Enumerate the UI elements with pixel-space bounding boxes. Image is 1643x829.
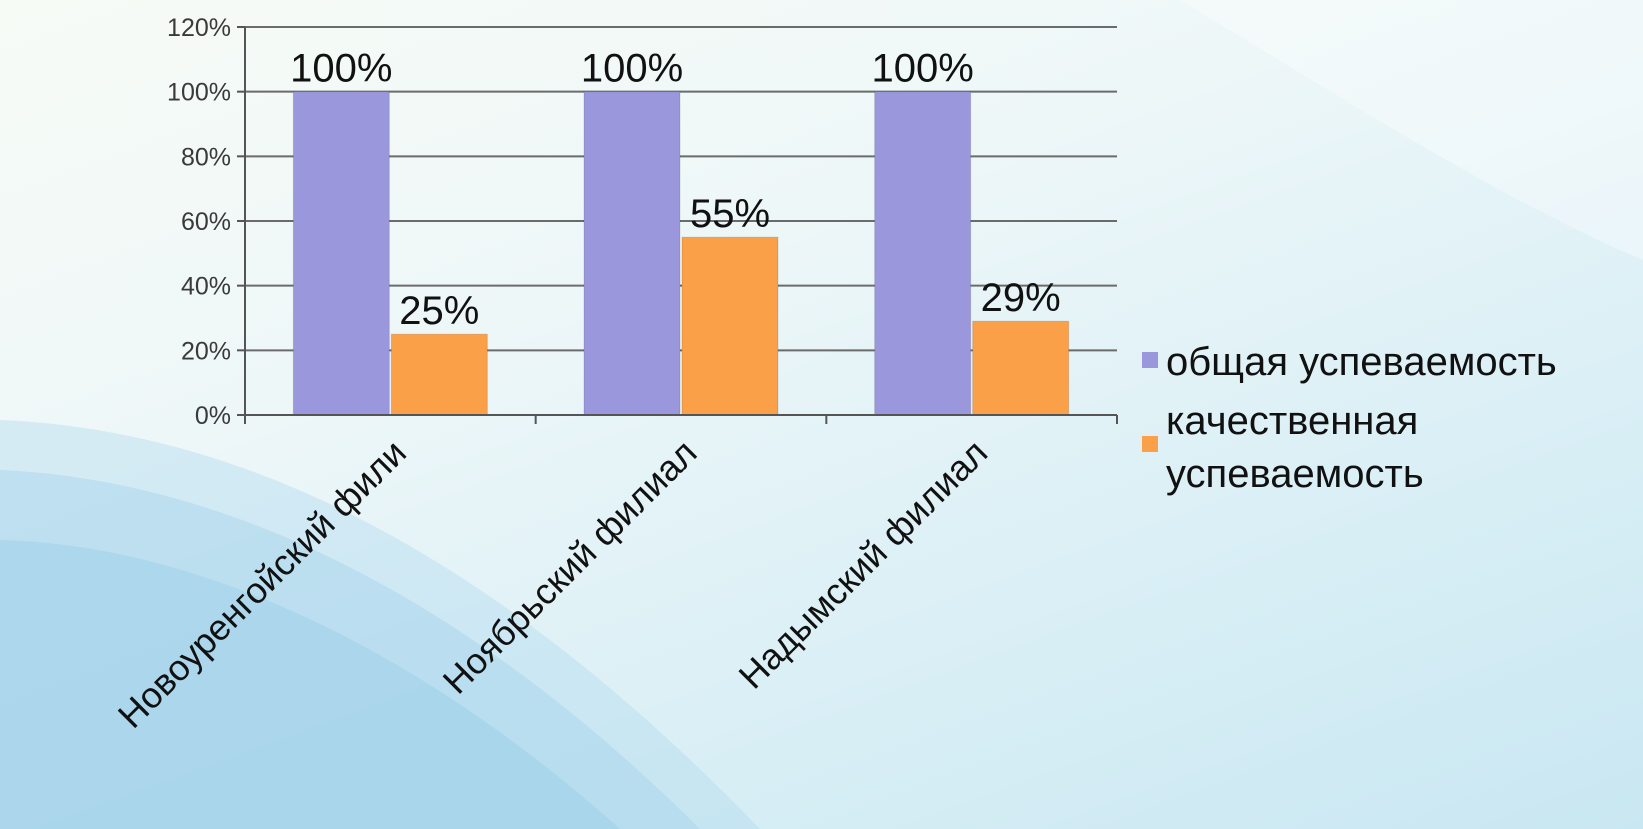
data-label: 25% xyxy=(399,289,479,333)
y-tick-label: 120% xyxy=(167,14,231,42)
legend: общая успеваемость качественная успеваемос… xyxy=(1142,340,1557,496)
legend-swatch-quality xyxy=(1142,436,1158,452)
bar-general-3 xyxy=(874,91,972,416)
y-tick-label: 80% xyxy=(181,143,231,171)
data-label: 29% xyxy=(981,276,1061,320)
category-label: Ноябрьский филиал xyxy=(435,432,705,702)
data-labels: 100% 25% 100% 55% 100% 29% xyxy=(290,47,1061,333)
y-tick-label: 60% xyxy=(181,208,231,236)
legend-label: успеваемость xyxy=(1166,452,1424,496)
category-label: Надымский филиал xyxy=(731,432,996,697)
data-label: 100% xyxy=(872,47,974,91)
legend-label: общая успеваемость xyxy=(1166,340,1557,384)
data-label: 100% xyxy=(290,47,392,91)
gridlines xyxy=(245,26,1117,352)
category-labels: Новоуренгойский фили Ноябрьский филиал Над… xyxy=(110,432,996,736)
bar-quality-3 xyxy=(972,320,1070,416)
y-tick-label: 20% xyxy=(181,337,231,365)
y-tick-labels: 0% 20% 40% 60% 80% 100% 120% xyxy=(167,14,231,430)
bar-quality-1 xyxy=(390,333,488,416)
bar-quality-2 xyxy=(681,236,779,416)
y-tick-label: 40% xyxy=(181,273,231,301)
data-label: 100% xyxy=(581,47,683,91)
legend-swatch-general xyxy=(1142,352,1158,368)
category-label: Новоуренгойский фили xyxy=(110,432,414,736)
axes xyxy=(237,26,1118,424)
data-label: 55% xyxy=(690,192,770,236)
bar-general-2 xyxy=(583,91,681,416)
bar-general-1 xyxy=(292,91,390,416)
bars xyxy=(292,91,1070,416)
y-tick-label: 100% xyxy=(167,79,231,107)
legend-label: качественная xyxy=(1166,399,1418,443)
y-tick-label: 0% xyxy=(195,402,231,430)
